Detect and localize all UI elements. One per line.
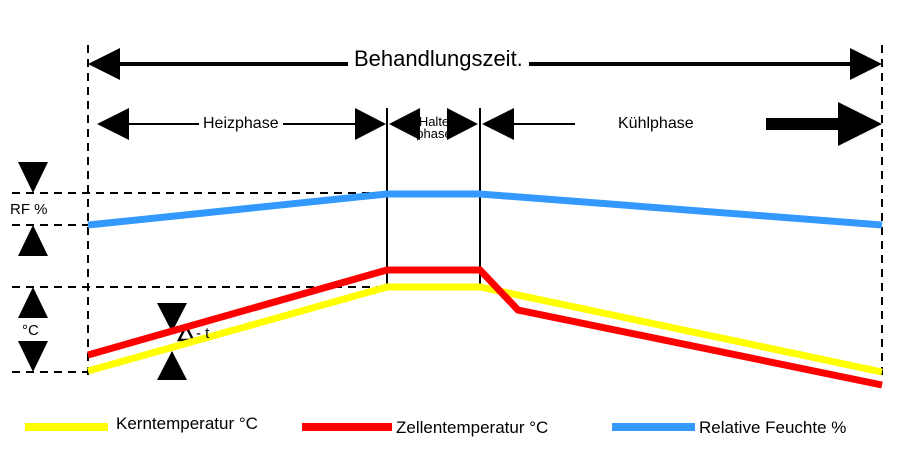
- cool-arrow-bold-head: [838, 102, 882, 146]
- delta-t-label: - t: [196, 325, 210, 342]
- humidity-axis-label: RF %: [10, 201, 48, 218]
- heat-arrow-left-head: [97, 108, 129, 140]
- legend-label-humidity: Relative Feuchte %: [699, 418, 847, 437]
- relative-humidity-curve: [87, 190, 883, 229]
- delta-t-arrow-down: [157, 303, 187, 332]
- hold-arrow-right-head: [447, 108, 478, 140]
- cool-arrow-left-head: [482, 108, 514, 140]
- duration-arrow-left-head: [88, 48, 120, 80]
- hold-phase-label-line2: phase: [416, 126, 452, 141]
- humidity-range-arrow-down: [18, 162, 48, 193]
- treatment-time-title: Behandlungszeit.: [348, 48, 529, 70]
- delta-t-arrow-up: [157, 351, 187, 380]
- core-temperature-curve: [87, 283, 883, 376]
- legend-label-cell: Zellentemperatur °C: [396, 418, 549, 437]
- hold-phase-label: Halte phase: [408, 114, 460, 141]
- temperature-range-arrow-down: [18, 341, 48, 372]
- duration-arrow-right-head: [850, 48, 882, 80]
- heat-arrow-right-head: [355, 108, 386, 140]
- legend-label-core: Kerntemperatur °C: [116, 414, 258, 433]
- hold-arrow-left-head: [389, 108, 420, 140]
- cool-phase-label: Kühlphase: [614, 116, 698, 132]
- hold-phase-label-line1: Halte: [418, 114, 450, 129]
- humidity-range-arrow-up: [18, 225, 48, 256]
- cool-arrow-bold-shaft: [766, 118, 842, 130]
- temperature-axis-label: °C: [22, 322, 39, 339]
- heat-phase-label: Heizphase: [199, 116, 283, 132]
- cell-temperature-curve: [87, 266, 883, 389]
- temperature-range-arrow-up: [18, 287, 48, 318]
